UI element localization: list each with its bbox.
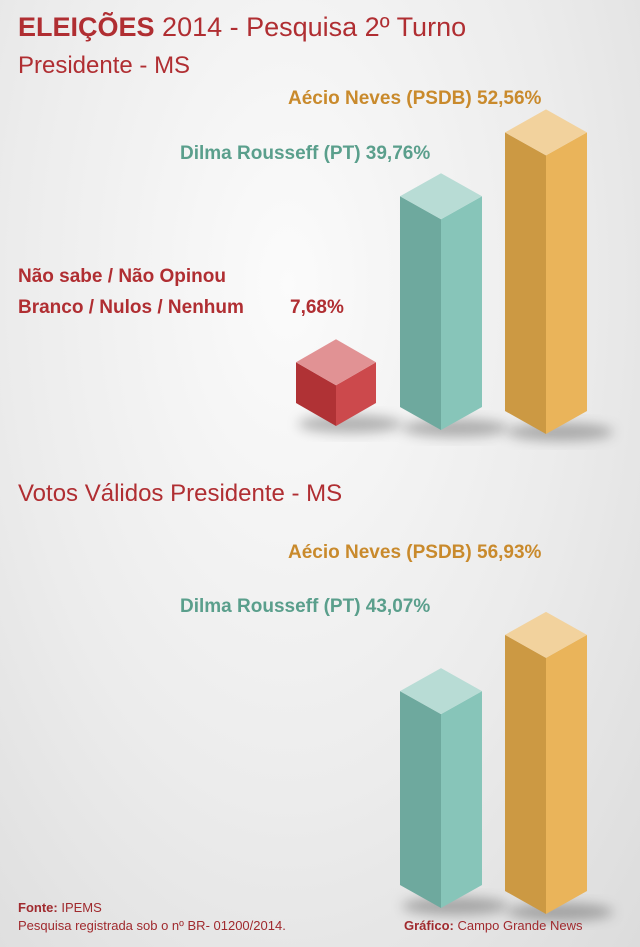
chart1-bar-0-shadow (298, 415, 402, 433)
source-value: IPEMS (61, 900, 102, 915)
chart2-bar-0-shadow (401, 897, 509, 915)
chart1-bar-1-left-face (400, 196, 441, 430)
credit-value: Campo Grande News (457, 918, 583, 933)
chart1-bar-0-left-face (296, 362, 336, 426)
chart2-bar-1 (505, 611, 614, 921)
chart1-label-aecio: Aécio Neves (PSDB) 52,56% (288, 88, 542, 109)
chart1-bar-1-shadow (401, 419, 509, 437)
chart1-label-nulos-line1: Não sabe / Não Opinou (18, 266, 226, 287)
chart2-bar-1-shadow (506, 903, 614, 921)
chart2-title: Votos Válidos Presidente - MS (18, 480, 343, 507)
chart1-bar-1 (400, 173, 509, 437)
chart1-bar-2-top-face (505, 109, 587, 156)
chart2-bar-0 (400, 668, 509, 915)
chart2-bars (400, 611, 614, 921)
chart2-bar-0-right-face (441, 691, 482, 908)
chart2-bar-1-top-face (505, 611, 587, 658)
chart1-label-nulos-line2: Branco / Nulos / Nenhum (18, 297, 244, 318)
source-line: Fonte: IPEMS (18, 900, 102, 915)
chart1-bar-0-right-face (336, 362, 376, 426)
chart1-bars (296, 109, 614, 441)
chart2-label-dilma: Dilma Rousseff (PT) 43,07% (180, 596, 431, 617)
chart1-bar-0-top-face (296, 339, 376, 386)
page-title: ELEIÇÕES 2014 - Pesquisa 2º Turno (18, 12, 466, 43)
chart2-bar-1-right-face (546, 634, 587, 914)
chart1-bar-1-right-face (441, 196, 482, 430)
chart1-bar-2-left-face (505, 132, 546, 434)
chart2-bar-1-left-face (505, 634, 546, 914)
chart2-bar-0-left-face (400, 691, 441, 908)
chart1-bar-2-right-face (546, 132, 587, 434)
title-bold: ELEIÇÕES (18, 12, 155, 42)
registration-line: Pesquisa registrada sob o nº BR- 01200/2… (18, 918, 286, 933)
chart1-label-dilma: Dilma Rousseff (PT) 39,76% (180, 143, 431, 164)
credit-line: Gráfico: Campo Grande News (404, 918, 582, 933)
credit-label: Gráfico: (404, 918, 454, 933)
chart1-bar-1-top-face (400, 173, 482, 220)
chart1-bar-0 (296, 339, 402, 433)
chart1-label-nulos-value: 7,68% (290, 297, 344, 318)
chart2-bar-0-top-face (400, 668, 482, 715)
chart1-bar-2 (505, 109, 614, 441)
chart1-title: Presidente - MS (18, 52, 191, 79)
chart2-label-aecio: Aécio Neves (PSDB) 56,93% (288, 542, 542, 563)
chart1-bar-2-shadow (506, 423, 614, 441)
source-label: Fonte: (18, 900, 58, 915)
title-rest: 2014 - Pesquisa 2º Turno (162, 12, 467, 42)
